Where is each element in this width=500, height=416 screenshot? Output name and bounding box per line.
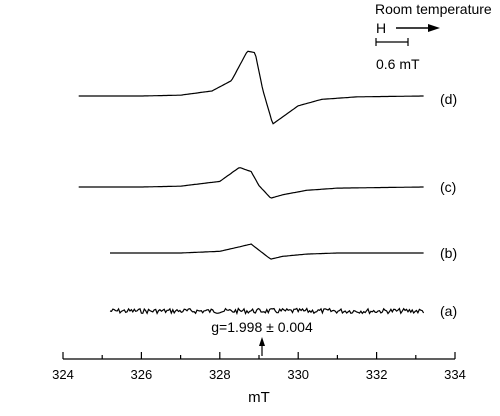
spectrum-trace-a xyxy=(109,307,425,316)
x-axis-title: mT xyxy=(248,389,270,406)
series-label-c: (c) xyxy=(440,179,456,195)
room-temperature-label: Room temperature xyxy=(375,1,492,17)
x-tick-label: 328 xyxy=(209,367,231,382)
g-value-annotation: g=1.998 ± 0.004 xyxy=(211,319,313,335)
field-direction-label: H xyxy=(376,20,386,36)
x-tick-label: 326 xyxy=(131,367,153,382)
scale-bar-label: 0.6 mT xyxy=(376,56,420,72)
spectrum-trace-d xyxy=(78,50,424,125)
x-tick-label: 330 xyxy=(287,367,309,382)
x-tick-label: 332 xyxy=(366,367,388,382)
x-tick-label: 324 xyxy=(52,367,74,382)
series-label-d: (d) xyxy=(440,91,457,107)
field-direction-arrow-head xyxy=(428,24,440,32)
spectrum-trace-c xyxy=(78,167,424,199)
x-tick-label: 334 xyxy=(444,367,466,382)
g-value-arrow-head xyxy=(259,337,265,346)
series-label-a: (a) xyxy=(440,303,457,319)
x-axis-ticks: 324 326 328 330 332 334 xyxy=(52,352,466,382)
series-labels: (a) (b) (c) (d) xyxy=(440,91,457,319)
series-label-b: (b) xyxy=(440,245,457,261)
spectrum-trace-b xyxy=(110,243,424,260)
spectra-traces xyxy=(78,50,425,316)
